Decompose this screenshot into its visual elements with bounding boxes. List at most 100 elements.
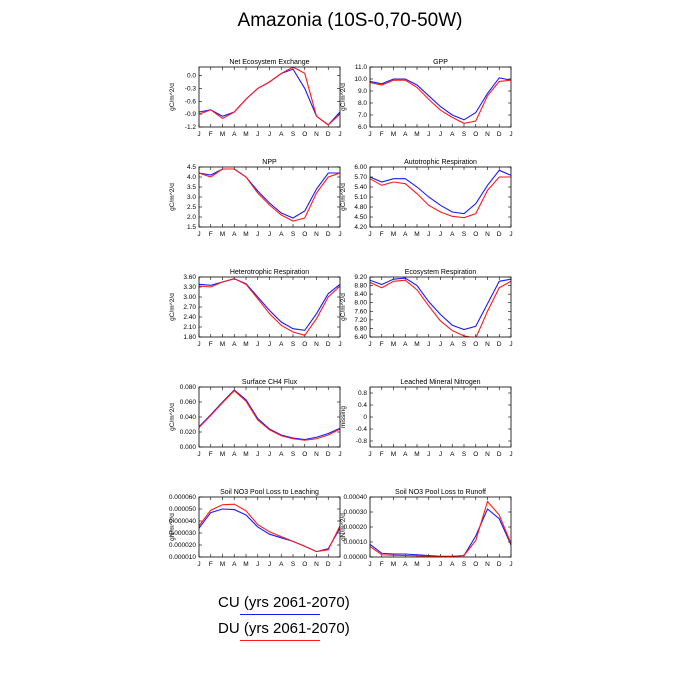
y-axis-label: gC/m^2/d (169, 293, 176, 321)
x-tick-label: D (326, 231, 331, 238)
x-tick-label: S (291, 131, 296, 138)
y-tick-label: 2.5 (187, 204, 196, 211)
x-tick-label: A (279, 561, 284, 568)
series-line-du (199, 67, 340, 126)
y-tick-label: 1.80 (183, 334, 196, 341)
panel-title: Autotrophic Respiration (404, 159, 477, 166)
x-tick-label: M (414, 231, 419, 238)
panel-title: NPP (262, 159, 277, 166)
x-tick-label: M (220, 131, 225, 138)
panel-frame (198, 386, 341, 448)
x-tick-label: N (314, 131, 319, 138)
x-tick-label: F (209, 451, 213, 458)
x-tick-label: J (268, 341, 271, 348)
x-tick-label: M (391, 131, 396, 138)
x-tick-label: A (450, 231, 455, 238)
x-tick-label: D (326, 341, 331, 348)
y-tick-label: 0.00010 (344, 539, 368, 546)
x-tick-label: J (439, 341, 442, 348)
x-tick-label: A (403, 561, 408, 568)
x-tick-label: J (197, 561, 200, 568)
panel-frame (369, 166, 512, 228)
y-axis-label: gC/m^2/d (340, 83, 347, 111)
x-tick-label: M (243, 231, 248, 238)
y-tick-label: 0.000010 (169, 554, 196, 561)
x-tick-label: F (209, 231, 213, 238)
panel-title: Surface CH4 Flux (242, 379, 298, 386)
x-tick-label: S (291, 561, 296, 568)
x-tick-label: N (485, 131, 490, 138)
x-tick-label: J (197, 341, 200, 348)
x-tick-label: J (427, 231, 430, 238)
x-tick-label: D (497, 341, 502, 348)
y-tick-label: 0.8 (358, 390, 367, 397)
legend-label-cu: CU (yrs 2061-2070) (218, 594, 350, 611)
series-line-du (199, 503, 340, 553)
x-tick-label: F (380, 341, 384, 348)
x-tick-label: F (209, 561, 213, 568)
x-tick-label: M (220, 341, 225, 348)
x-tick-label: A (232, 341, 237, 348)
series-line-du (199, 168, 340, 222)
x-tick-label: S (462, 561, 467, 568)
x-tick-label: J (439, 131, 442, 138)
x-tick-label: M (391, 451, 396, 458)
panel-frame (369, 496, 512, 558)
panel-8: Leached Mineral Nitrogen -0.8 -0.4 0 0.4 0.8 J… (340, 379, 513, 458)
y-tick-label: 7.20 (354, 317, 367, 324)
x-tick-label: N (314, 561, 319, 568)
main-title: Amazonia (10S-0,70-50W) (237, 10, 463, 31)
legend-line-du (240, 640, 320, 641)
x-tick-label: A (450, 451, 455, 458)
panel-4: Autotrophic Respiration 4.20 4.50 4.80 5.10 5… (340, 159, 513, 238)
x-tick-label: D (326, 561, 331, 568)
y-tick-label: 0.000040 (169, 518, 196, 525)
x-tick-label: J (268, 231, 271, 238)
x-tick-label: J (439, 231, 442, 238)
y-tick-label: 0.000050 (169, 506, 196, 513)
x-tick-label: M (391, 561, 396, 568)
panel-frame (198, 276, 341, 338)
series-line-du (370, 279, 511, 337)
x-tick-label: A (403, 451, 408, 458)
x-tick-label: A (450, 561, 455, 568)
x-tick-label: S (291, 231, 296, 238)
y-tick-label: 7.0 (358, 112, 367, 119)
x-tick-label: J (368, 561, 371, 568)
x-tick-label: S (462, 131, 467, 138)
series-line-cu (199, 168, 340, 219)
panel-title: Heterotrophic Respiration (230, 269, 309, 276)
x-tick-label: A (450, 131, 455, 138)
y-axis-label: gC/m^2/d (169, 183, 176, 211)
x-tick-label: J (256, 451, 259, 458)
y-tick-label: 3.30 (183, 284, 196, 291)
y-tick-label: 3.00 (183, 294, 196, 301)
panel-title: Net Ecosystem Exchange (229, 59, 309, 66)
x-tick-label: J (197, 231, 200, 238)
series-line-du (370, 79, 511, 124)
y-tick-label: 5.40 (354, 184, 367, 191)
y-tick-label: 2.40 (183, 314, 196, 321)
y-tick-label: 6.80 (354, 325, 367, 332)
x-tick-label: O (302, 561, 307, 568)
series-line-du (199, 389, 340, 441)
y-tick-label: 0.000 (180, 444, 197, 451)
x-tick-label: J (368, 231, 371, 238)
panel-1: Net Ecosystem Exchange -1.2 -0.9 -0.6 -0.3 0.… (169, 59, 342, 138)
x-tick-label: D (497, 561, 502, 568)
series-line-cu (370, 508, 511, 557)
x-tick-label: D (326, 131, 331, 138)
x-tick-label: M (414, 131, 419, 138)
series-line-cu (199, 278, 340, 331)
x-tick-label: J (338, 231, 341, 238)
y-tick-label: 5.10 (354, 194, 367, 201)
y-axis-label: gC/m^2/d (169, 403, 176, 431)
y-tick-label: 0.4 (358, 402, 367, 409)
x-tick-label: J (268, 451, 271, 458)
x-tick-label: O (473, 561, 478, 568)
panel-title: GPP (433, 59, 448, 66)
y-tick-label: 0.00020 (344, 524, 368, 531)
y-tick-label: 11.0 (355, 64, 368, 71)
x-tick-label: O (302, 451, 307, 458)
